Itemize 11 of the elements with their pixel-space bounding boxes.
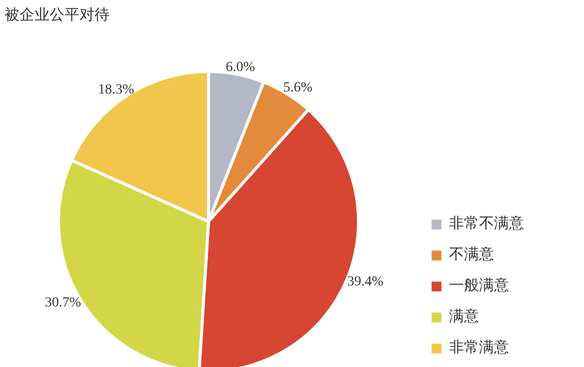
data-label: 30.7% <box>44 295 82 310</box>
legend-label: 非常满意 <box>449 338 509 357</box>
legend-label: 一般满意 <box>449 276 509 295</box>
legend-label: 不满意 <box>449 246 494 264</box>
legend-label: 满意 <box>449 308 479 326</box>
data-label: 39.4% <box>347 274 384 290</box>
chart-title: 被企业公平对待 <box>4 6 110 24</box>
data-label: 6.0% <box>226 60 256 75</box>
data-label: 18.3% <box>98 82 134 98</box>
legend-label: 非常不满意 <box>449 214 524 233</box>
data-label: 5.6% <box>283 80 313 96</box>
